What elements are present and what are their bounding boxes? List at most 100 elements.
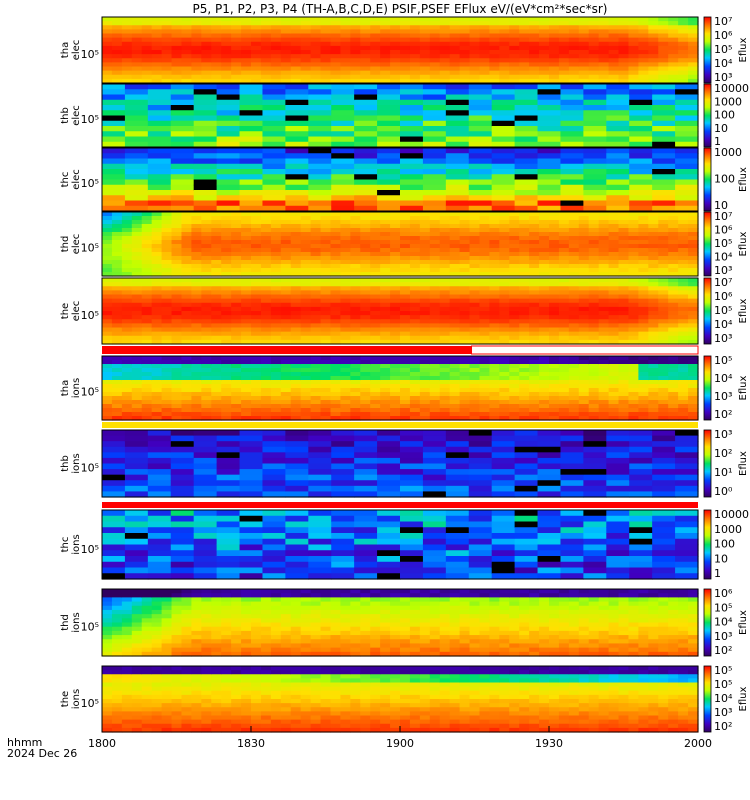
heat-cell [606, 184, 630, 191]
heat-cell [449, 302, 461, 308]
heat-cell [340, 62, 351, 68]
heat-cell [124, 89, 149, 96]
heat-cell [629, 141, 653, 148]
heat-cell [583, 457, 607, 465]
heat-cell [231, 412, 242, 417]
heat-cell [340, 404, 351, 409]
heat-cell [568, 256, 580, 261]
heat-cell [300, 298, 312, 304]
heat-cell [618, 311, 630, 316]
heat-cell [151, 50, 163, 55]
heat-cell [102, 480, 126, 487]
heat-cell [449, 70, 461, 76]
heat-cell [354, 179, 378, 186]
heat-cell [330, 260, 341, 265]
heat-cell [191, 298, 202, 304]
heat-cell [539, 290, 550, 296]
heat-cell [102, 17, 113, 22]
heat-cell [121, 384, 133, 389]
heat-cell [583, 163, 607, 170]
heat-cell [193, 174, 218, 181]
heat-cell [499, 17, 510, 22]
heat-cell [588, 339, 600, 345]
heat-cell [628, 228, 639, 233]
heat-cell [320, 17, 332, 22]
heat-cell [370, 364, 381, 369]
heat-cell [400, 153, 424, 160]
heat-cell [181, 232, 192, 237]
colorbar-tick-label: 10³ [714, 390, 732, 403]
heat-cell [308, 474, 332, 481]
heat-cell [360, 70, 371, 76]
heat-cell [509, 66, 520, 72]
heat-cell [380, 41, 391, 47]
heat-cell [201, 339, 212, 345]
heat-cell [537, 105, 562, 111]
heat-cell [310, 232, 322, 237]
heat-cell [459, 392, 471, 397]
heat-cell [241, 400, 252, 405]
heat-cell [331, 205, 355, 212]
heat-cell [618, 212, 630, 217]
heat-cell [124, 205, 149, 212]
heat-cell [141, 45, 153, 51]
heat-cell [260, 37, 272, 43]
heat-cell [251, 228, 262, 233]
heat-cell [668, 339, 679, 345]
heat-cell [529, 216, 540, 221]
heat-cell [588, 268, 600, 273]
heat-cell [270, 335, 282, 341]
heat-cell [539, 45, 550, 51]
heat-cell [390, 74, 401, 80]
heat-cell [171, 220, 183, 225]
heat-cell [429, 78, 441, 84]
heat-cell [354, 457, 378, 465]
heat-cell [578, 70, 590, 76]
heat-cell [231, 29, 242, 35]
heat-cell [468, 110, 493, 117]
heat-cell [377, 430, 401, 437]
heat-cell [419, 70, 431, 76]
heat-cell [193, 446, 218, 453]
heat-cell [429, 45, 441, 51]
heat-cell [290, 220, 302, 225]
heat-cell [102, 315, 113, 320]
heat-cell [161, 311, 173, 316]
heat-cell [668, 323, 679, 329]
heat-cell [539, 240, 550, 245]
heat-cell [422, 457, 447, 465]
heat-cell [161, 252, 173, 257]
heat-cell [514, 446, 539, 453]
heat-cell [193, 110, 218, 117]
heat-cell [678, 37, 689, 43]
heat-cell [260, 25, 272, 30]
heat-cell [439, 58, 451, 63]
heat-cell [598, 331, 610, 337]
heat-cell [211, 376, 222, 381]
heat-cell [331, 190, 355, 196]
heat-cell [239, 533, 264, 540]
heat-cell [688, 228, 699, 233]
heat-cell [499, 41, 510, 47]
heat-cell [320, 282, 332, 287]
heat-cell [598, 25, 610, 30]
heat-cell [539, 339, 550, 345]
heat-cell [121, 216, 133, 221]
panel-frame [101, 211, 699, 277]
heat-cell [468, 120, 493, 127]
heat-cell [241, 272, 252, 277]
heat-cell [181, 319, 192, 324]
heat-cell [330, 54, 341, 59]
heat-cell [170, 89, 195, 96]
heat-cell [608, 260, 620, 265]
heat-cell [439, 264, 451, 269]
heat-cell [193, 435, 218, 442]
heat-cell [509, 416, 520, 421]
heat-cell [151, 302, 163, 308]
heat-cell [270, 290, 282, 296]
heat-cell [231, 319, 242, 324]
heat-cell [161, 400, 173, 405]
heat-cell [678, 306, 689, 312]
heat-cell [300, 41, 312, 47]
heat-cell [216, 485, 241, 493]
